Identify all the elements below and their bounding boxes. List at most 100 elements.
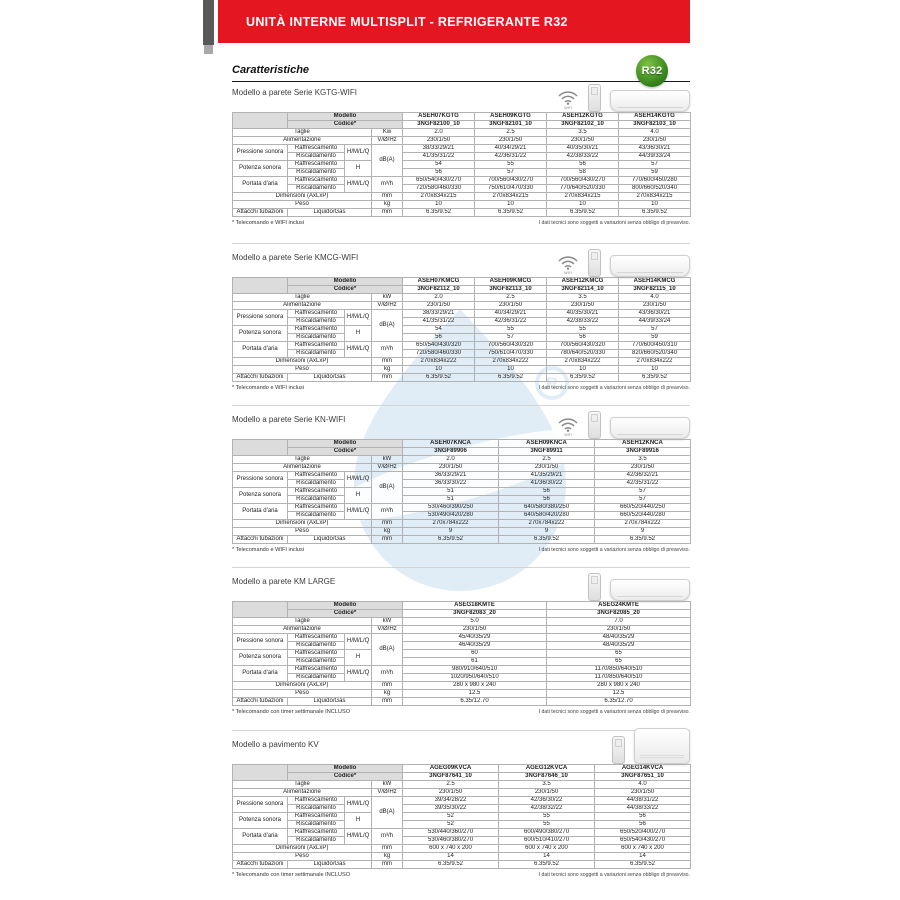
value-cell: 2.5 <box>474 128 548 137</box>
wifi-icon: WIFI <box>557 88 579 110</box>
value-cell: 270x834x222 <box>402 357 476 366</box>
value-cell: 6.35/9.52 <box>594 860 692 869</box>
value-cell: 10 <box>546 365 620 374</box>
value-cell: 6.35/9.52 <box>474 208 548 217</box>
value-cell: 270x834x215 <box>618 192 692 201</box>
code-cell: 3NGF87646_10 <box>498 772 596 781</box>
value-cell: 56 <box>402 168 476 177</box>
sub-label-cell: Raffrescamento <box>287 828 345 837</box>
value-cell: 42/38/33/22 <box>546 152 620 161</box>
value-cell: 270x834x222 <box>546 357 620 366</box>
value-cell: 56 <box>594 820 692 829</box>
value-cell: 2.5 <box>498 455 596 464</box>
code-cell: 3NGF82114_10 <box>546 285 620 294</box>
value-cell: 6.35/9.52 <box>618 208 692 217</box>
value-cell: 980/910/640/510 <box>402 665 548 674</box>
unit-cell: mm <box>370 681 404 690</box>
row-label-cell: Dimensioni (AxLxP) <box>232 681 372 690</box>
unit-cell: V/Ø/Hz <box>370 625 404 634</box>
qualifier-cell: H <box>344 160 372 177</box>
value-cell: 3.5 <box>546 293 620 302</box>
sub-label-cell: Raffrescamento <box>287 160 345 169</box>
wifi-label: WIFI <box>564 271 572 275</box>
wall-unit-image <box>610 579 690 601</box>
sub-label-cell: Raffrescamento <box>287 649 345 658</box>
model-name-cell: AGEG12KVCA <box>498 764 596 773</box>
value-cell: 6.35/9.52 <box>498 860 596 869</box>
value-cell: 56 <box>402 333 476 342</box>
row-label-cell: Potenza sonora <box>232 649 288 666</box>
model-name-cell: AGEG14KVCA <box>594 764 692 773</box>
unit-cell: mm <box>370 844 404 853</box>
spec-table-kn: Modello ASEH07KNCA ASEH09KNCA ASEH12KNCA Cod… <box>232 439 692 553</box>
row-label-cell: Portata d'aria <box>232 828 288 845</box>
remote-control-image <box>588 573 601 601</box>
footnote-left: * Telecomando con timer settimanale INCL… <box>232 872 351 878</box>
qualifier-cell: H <box>344 812 372 829</box>
value-cell: 55 <box>474 325 548 334</box>
row-label-cell: Pressione sonora <box>232 471 288 488</box>
row-label-cell: Alimentazione <box>232 301 372 310</box>
row-label-cell: Peso <box>232 689 372 698</box>
unit-cell: V/Ø/Hz <box>370 301 404 310</box>
row-label-cell: Pressione sonora <box>232 796 288 813</box>
unit-cell: dB(A) <box>370 144 404 177</box>
spec-table: Modello ASEH07KGTG ASEH09KGTG ASEH12KGTG ASE… <box>232 112 692 217</box>
value-cell: 750/610/470/330 <box>474 184 548 193</box>
model-name-cell: ASEG24KMTE <box>546 601 692 610</box>
value-cell: 2.0 <box>402 128 476 137</box>
value-cell: 59 <box>618 333 692 342</box>
value-cell: 65 <box>546 649 692 658</box>
value-cell: 6.35/12.70 <box>402 697 548 706</box>
value-cell: 6.35/9.52 <box>402 208 476 217</box>
value-cell: 39/34/28/22 <box>402 796 500 805</box>
footnote-left: * Telecomando e WIFI inclusi <box>232 547 305 553</box>
value-cell: 55 <box>546 325 620 334</box>
wifi-icon: WIFI <box>557 415 579 437</box>
value-cell: 10 <box>402 365 476 374</box>
value-cell: 230/1/50 <box>498 788 596 797</box>
unit-cell: mm <box>370 535 404 544</box>
codice-header-cell: Codice* <box>286 772 404 781</box>
wifi-label: WIFI <box>564 433 572 437</box>
footnote-right: I dati tecnici sono soggetti a variazion… <box>538 547 690 553</box>
value-cell: 48/40/35/29 <box>546 633 692 642</box>
value-cell: 660/520/440/250 <box>594 503 692 512</box>
spec-table-km-large: Modello ASEG18KMTE ASEG24KMTE Codice* 3NGF82… <box>232 601 692 715</box>
table-footnotes: * Telecomando e WIFI inclusi I dati tecni… <box>232 220 690 226</box>
value-cell: 6.35/9.52 <box>402 373 476 382</box>
value-cell: 280 x 980 x 240 <box>402 681 548 690</box>
value-cell: 230/1/50 <box>546 301 620 310</box>
value-cell: 57 <box>474 333 548 342</box>
section-title: Modello a parete Serie KMCG-WIFI <box>232 253 359 262</box>
spec-table: Modello AGEG09KVCA AGEG12KVCA AGEG14KVCA Cod… <box>232 764 692 869</box>
row-label-cell: Dimensioni (AxLxP) <box>232 844 372 853</box>
sub-label-cell: Riscaldamento <box>287 820 345 829</box>
modello-header-cell: Modello <box>286 764 404 773</box>
wall-unit-image <box>610 90 690 112</box>
product-images <box>588 571 690 601</box>
unit-cell: mm <box>370 860 404 869</box>
row-label-cell: Attacchi tubazioni <box>232 373 288 382</box>
value-cell: 51 <box>402 495 500 504</box>
value-cell: 65 <box>546 657 692 666</box>
value-cell: 56 <box>498 495 596 504</box>
value-cell: 230/1/50 <box>474 301 548 310</box>
row-label-cell: Portata d'aria <box>232 341 288 358</box>
section-divider <box>232 730 690 731</box>
product-images <box>612 728 690 764</box>
value-cell: 40/35/30/21 <box>546 309 620 318</box>
value-cell: 42/38/32/22 <box>498 804 596 813</box>
value-cell: 230/1/50 <box>402 301 476 310</box>
value-cell: 38/33/29/21 <box>402 144 476 153</box>
value-cell: 270x784x222 <box>498 519 596 528</box>
value-cell: 9 <box>402 527 500 536</box>
row-label-cell: Pressione sonora <box>232 633 288 650</box>
model-name-cell: AGEG09KVCA <box>402 764 500 773</box>
row-label-cell: Potenza sonora <box>232 160 288 177</box>
spec-table: Modello ASEH07KNCA ASEH09KNCA ASEH12KNCA Cod… <box>232 439 692 544</box>
value-cell: 10 <box>474 365 548 374</box>
footnote-right: I dati tecnici sono soggetti a variazion… <box>538 709 690 715</box>
row-label-cell: Potenza sonora <box>232 487 288 504</box>
table-corner-cell <box>232 764 288 781</box>
